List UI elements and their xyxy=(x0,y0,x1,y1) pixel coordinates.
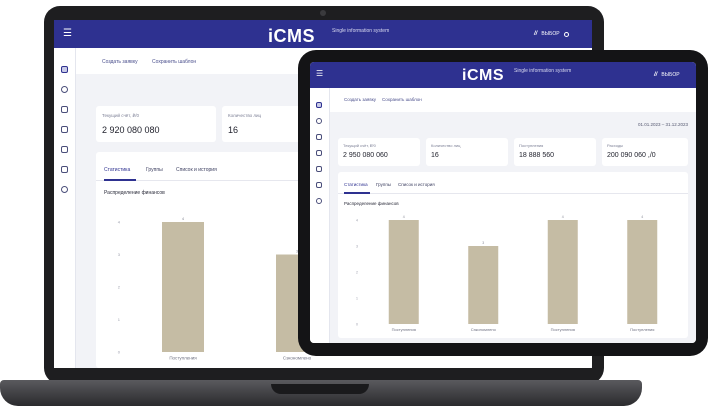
tab-statistics[interactable]: Статистика xyxy=(104,167,131,173)
chart-bar[interactable] xyxy=(547,220,578,324)
dashboard-icon[interactable] xyxy=(316,102,322,108)
app-logo: iCMS xyxy=(462,67,504,84)
stat-value: 16 xyxy=(431,152,439,159)
tabs-divider xyxy=(338,193,688,194)
stat-value: 2 920 080 080 xyxy=(102,125,160,135)
chart-bar[interactable] xyxy=(388,220,419,324)
category-label: Сэкономлено xyxy=(283,356,312,361)
stat-label: Текущий счёт, ₽/0 xyxy=(343,143,376,148)
box-icon[interactable] xyxy=(316,182,322,188)
settings-icon[interactable] xyxy=(61,186,68,193)
layers-icon[interactable] xyxy=(316,166,322,172)
stat-value: 16 xyxy=(228,125,239,135)
language-icon[interactable]: // xyxy=(534,31,538,37)
category-label: Поступления xyxy=(630,327,654,332)
sidebar xyxy=(54,48,76,368)
y-tick-label: 1 xyxy=(356,297,358,301)
tab-groups[interactable]: Группы xyxy=(146,167,163,173)
app-tagline: Single information system xyxy=(332,28,390,34)
stat-card: Количество лиц 16 xyxy=(426,138,508,166)
y-tick-label: 3 xyxy=(118,252,121,257)
header-user-area: // ВЫБОР xyxy=(654,72,680,78)
y-tick-label: 0 xyxy=(118,350,121,355)
app-logo: iCMS xyxy=(268,26,315,46)
stat-card: Расходы 200 090 060 ,/0 xyxy=(602,138,688,166)
user-name[interactable]: ВЫБОР xyxy=(661,72,680,78)
y-tick-label: 1 xyxy=(118,317,121,322)
stat-card: Текущий счёт, ₽/0 2 950 080 060 xyxy=(338,138,420,166)
card-icon[interactable] xyxy=(61,126,68,133)
stat-value: 200 090 060 ,/0 xyxy=(607,152,656,159)
settings-icon[interactable] xyxy=(316,198,322,204)
main-content: Создать заявку Сохранить шаблон 01.01.20… xyxy=(330,88,696,343)
bar-value-label: 4 xyxy=(182,216,185,221)
app-header: ☰ iCMS Single information system // ВЫБО… xyxy=(310,62,696,88)
tab-statistics[interactable]: Статистика xyxy=(344,182,368,187)
user-icon[interactable] xyxy=(316,118,322,124)
stat-label: Поступления xyxy=(519,143,544,148)
stats-panel: Статистика Группы Список и история Распр… xyxy=(338,172,688,338)
language-icon[interactable]: // xyxy=(654,72,658,78)
create-button[interactable]: Создать заявку xyxy=(344,97,377,102)
stat-card: Поступления 18 888 560 xyxy=(514,138,596,166)
dashboard-icon[interactable] xyxy=(61,66,68,73)
menu-icon[interactable]: ☰ xyxy=(63,28,72,39)
tablet-screen: ☰ iCMS Single information system // ВЫБО… xyxy=(310,62,696,343)
save-template-button[interactable]: Сохранить шаблон xyxy=(152,59,197,65)
user-avatar[interactable] xyxy=(563,31,569,37)
chart-title: Распределение финансов xyxy=(104,190,165,196)
document-icon[interactable] xyxy=(316,134,322,140)
bar-value-label: 3 xyxy=(482,241,484,245)
bar-value-label: 3 xyxy=(296,249,299,254)
tab-groups[interactable]: Группы xyxy=(376,182,391,187)
menu-icon[interactable]: ☰ xyxy=(316,69,324,78)
chart-bar[interactable] xyxy=(162,222,204,352)
tab-history[interactable]: Список и история xyxy=(176,167,217,173)
stat-value: 2 950 080 060 xyxy=(343,152,388,159)
active-tab-indicator xyxy=(344,192,370,194)
stat-label: Количество лиц xyxy=(431,143,461,148)
bar-value-label: 4 xyxy=(562,215,564,219)
box-icon[interactable] xyxy=(61,166,68,173)
app-header: ☰ iCMS Single information system // ВЫБО… xyxy=(54,20,592,48)
bar-value-label: 4 xyxy=(641,215,643,219)
header-user-area: // ВЫБОР xyxy=(534,31,569,37)
stat-value: 18 888 560 xyxy=(519,152,555,159)
laptop-notch xyxy=(271,384,369,394)
tablet-bar-chart: 4 3 2 1 0 4 Поступления 3 Сэкономлено 4 Поступлени… xyxy=(356,215,658,332)
save-template-button[interactable]: Сохранить шаблон xyxy=(382,97,422,102)
tab-history[interactable]: Список и история xyxy=(398,182,435,187)
y-tick-label: 2 xyxy=(118,285,121,290)
bar-value-label: 4 xyxy=(403,215,405,219)
category-label: Поступления xyxy=(551,327,575,332)
toolbar: Создать заявку Сохранить шаблон xyxy=(330,88,696,112)
layers-icon[interactable] xyxy=(61,146,68,153)
y-tick-label: 3 xyxy=(356,245,358,249)
stat-label: Текущий счёт, ₽/0 xyxy=(102,113,139,118)
user-name[interactable]: ВЫБОР xyxy=(541,31,560,37)
y-tick-label: 4 xyxy=(356,219,358,223)
chart-bar[interactable] xyxy=(627,220,658,324)
app-tagline: Single information system xyxy=(514,68,572,74)
y-tick-label: 0 xyxy=(356,323,358,327)
category-label: Поступления xyxy=(392,327,416,332)
active-tab-indicator xyxy=(104,179,136,181)
y-tick-label: 4 xyxy=(118,220,121,225)
chart-title: Распределение финансов xyxy=(344,201,399,206)
chart-bar[interactable] xyxy=(468,246,499,324)
stat-label: Расходы xyxy=(607,143,624,148)
camera-icon xyxy=(320,10,326,16)
category-label: Сэкономлено xyxy=(471,327,497,332)
stat-card: Текущий счёт, ₽/0 2 920 080 080 xyxy=(96,106,216,142)
date-filter[interactable]: 01.01.2023 – 31.12.2023 xyxy=(638,122,689,127)
create-button[interactable]: Создать заявку xyxy=(102,59,138,65)
category-label: Поступления xyxy=(169,356,197,361)
sidebar xyxy=(310,88,330,343)
card-icon[interactable] xyxy=(316,150,322,156)
y-tick-label: 2 xyxy=(356,271,358,275)
stat-label: Количество лиц xyxy=(228,113,262,118)
document-icon[interactable] xyxy=(61,106,68,113)
user-icon[interactable] xyxy=(61,86,68,93)
